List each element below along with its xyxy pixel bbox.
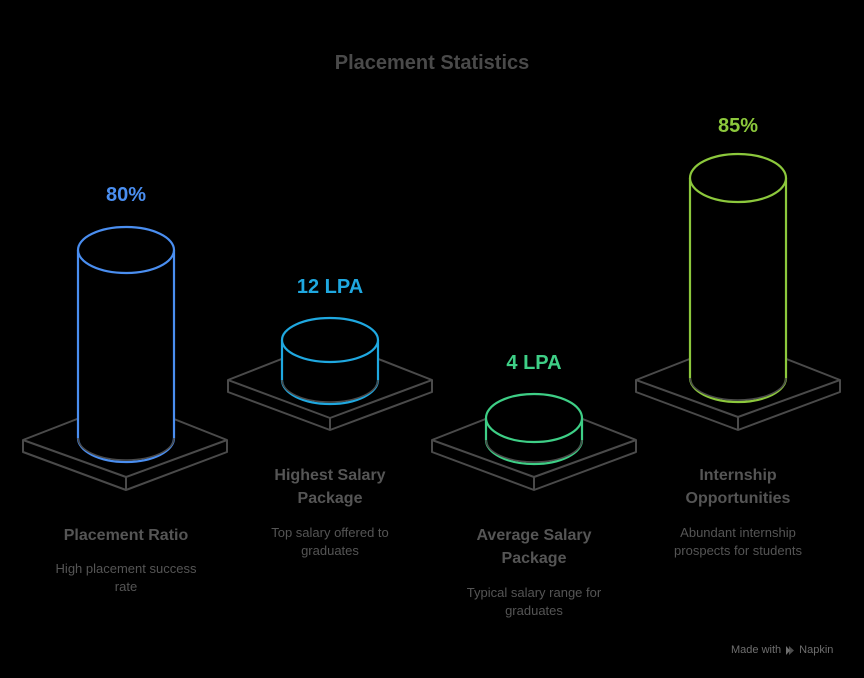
cylinder-highest-salary (280, 316, 380, 406)
label-line: Package (501, 550, 567, 567)
cylinder-placement-ratio (76, 225, 176, 464)
desc-line: Abundant internship (680, 525, 796, 540)
desc-highest-salary: Top salary offered to graduates (240, 524, 420, 560)
label-line: Package (297, 490, 363, 507)
value-average-salary: 4 LPA (506, 352, 562, 374)
label-average-salary: Average Salary Package (444, 524, 624, 570)
desc-internship: Abundant internship prospects for studen… (648, 524, 828, 560)
made-with-text: Made with (731, 644, 782, 656)
desc-line: graduates (301, 543, 359, 558)
desc-placement-ratio: High placement success rate (36, 560, 216, 596)
label-internship: Internship Opportunities (648, 464, 828, 510)
napkin-brand-text: Napkin (799, 644, 834, 656)
desc-line: graduates (505, 603, 563, 618)
label-line: Internship (699, 467, 777, 484)
cylinder-internship (688, 152, 788, 404)
label-line: Highest Salary (274, 467, 386, 484)
label-line: Opportunities (685, 490, 791, 507)
desc-line: Typical salary range for (466, 585, 602, 600)
value-internship: 85% (717, 115, 759, 137)
cylinder-average-salary (484, 392, 584, 466)
value-highest-salary: 12 LPA (296, 276, 364, 298)
chart-title: Placement Statistics (334, 52, 530, 74)
label-line: Placement Ratio (63, 527, 189, 544)
napkin-logo-icon (786, 645, 795, 655)
desc-line: rate (114, 579, 138, 594)
made-with-napkin-badge[interactable]: Made with Napkin (731, 644, 833, 656)
desc-line: Top salary offered to (271, 525, 389, 540)
label-line: Average Salary (476, 527, 592, 544)
value-placement-ratio: 80% (105, 184, 147, 206)
desc-line: High placement success (55, 561, 197, 576)
desc-average-salary: Typical salary range for graduates (444, 584, 624, 620)
desc-line: prospects for students (674, 543, 802, 558)
label-placement-ratio: Placement Ratio (36, 524, 216, 547)
label-highest-salary: Highest Salary Package (240, 464, 420, 510)
